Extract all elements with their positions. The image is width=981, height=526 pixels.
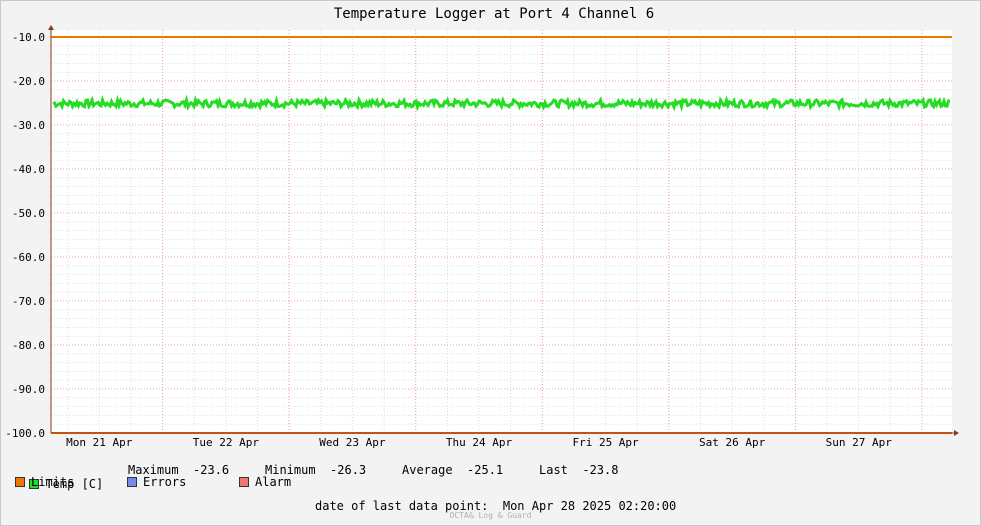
- last-data-point: date of last data point: Mon Apr 28 2025…: [315, 499, 676, 513]
- y-tick-label: -90.0: [12, 383, 45, 396]
- max-value: -23.6: [193, 463, 230, 477]
- legend-temp: Temp [C]: [29, 477, 103, 491]
- y-tick-label: -70.0: [12, 295, 45, 308]
- y-axis-arrow: [48, 25, 54, 30]
- x-tick-label: Sat 26 Apr: [699, 436, 766, 449]
- x-tick-label: Tue 22 Apr: [193, 436, 260, 449]
- y-tick-label: -80.0: [12, 339, 45, 352]
- y-tick-label: -20.0: [12, 75, 45, 88]
- x-tick-label: Mon 21 Apr: [66, 436, 133, 449]
- x-tick-label: Thu 24 Apr: [446, 436, 513, 449]
- temp-line: [52, 94, 951, 113]
- y-tick-label: -100.0: [5, 427, 45, 440]
- y-tick-label: -10.0: [12, 31, 45, 44]
- legend-limits: Limits: [15, 475, 74, 489]
- x-tick-label: Wed 23 Apr: [319, 436, 386, 449]
- legend-errors: Errors: [127, 475, 186, 489]
- legend-row-1: Temp [C]: [15, 463, 103, 491]
- stat-min: Minimum -26.3: [265, 463, 366, 477]
- min-value: -26.3: [330, 463, 367, 477]
- max-label: Maximum: [128, 463, 179, 477]
- x-axis-arrow: [954, 430, 959, 436]
- avg-value: -25.1: [467, 463, 504, 477]
- y-tick-label: -60.0: [12, 251, 45, 264]
- errors-swatch: [127, 476, 137, 487]
- stat-last: Last -23.8: [539, 463, 618, 477]
- temp-series: [52, 94, 951, 113]
- credit-text: OCTA& Log & Guard: [449, 511, 532, 520]
- last-data-label: date of last data point:: [315, 499, 489, 513]
- temp-swatch: [29, 478, 40, 489]
- y-tick-label: -50.0: [12, 207, 45, 220]
- min-label: Minimum: [265, 463, 316, 477]
- legend-alarm: Alarm: [239, 475, 291, 489]
- y-tick-label: -30.0: [12, 119, 45, 132]
- stat-avg: Average -25.1: [402, 463, 503, 477]
- x-tick-labels: Mon 21 Apr Tue 22 Apr Wed 23 Apr Thu 24 Apr…: [66, 436, 892, 449]
- y-tick-label: -40.0: [12, 163, 45, 176]
- legend-limits-label: Limits: [31, 475, 75, 489]
- stat-max: Maximum -23.6: [128, 463, 229, 477]
- last-value: -23.8: [582, 463, 619, 477]
- legend-temp-label: Temp [C]: [45, 477, 104, 491]
- x-tick-label: Fri 25 Apr: [572, 436, 639, 449]
- plot-area: [51, 30, 952, 433]
- avg-label: Average: [402, 463, 453, 477]
- legend-alarm-label: Alarm: [255, 475, 292, 489]
- limits-swatch: [15, 476, 25, 487]
- axes: [48, 25, 959, 436]
- last-label: Last: [539, 463, 568, 477]
- chart-title: Temperature Logger at Port 4 Channel 6: [334, 6, 654, 22]
- last-data-value: Mon Apr 28 2025 02:20:00: [502, 499, 677, 513]
- x-tick-label: Sun 27 Apr: [826, 436, 893, 449]
- alarm-swatch: [239, 476, 249, 487]
- legend-errors-label: Errors: [143, 475, 187, 489]
- y-tick-labels: -10.0 -20.0 -30.0 -40.0 -50.0 -60.0 -70.0 -80.0…: [5, 31, 45, 440]
